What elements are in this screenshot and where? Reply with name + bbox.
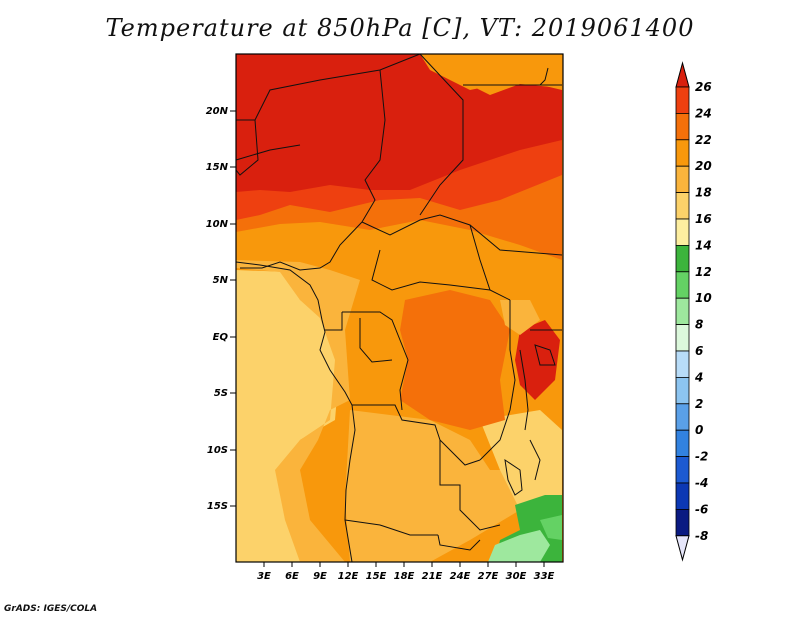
lake-malawi (529, 439, 541, 481)
colorbar-label: 2 (695, 397, 703, 411)
lat-label: 15S (207, 501, 228, 512)
border-line (342, 311, 409, 411)
coast-line (539, 67, 549, 86)
lon-label: 15E (366, 571, 387, 582)
border-line (361, 69, 386, 223)
colorbar-label: -8 (695, 529, 708, 543)
colorbar-label: 16 (695, 212, 712, 226)
field-west-18 (236, 260, 360, 562)
colorbar-label: 14 (695, 238, 712, 252)
lon-label: 12E (338, 571, 359, 582)
lat-label: 10N (206, 219, 229, 230)
lon-label: 24E (450, 571, 471, 582)
lon-label: 18E (394, 571, 415, 582)
field-southeast-10 (540, 515, 562, 540)
border-line (439, 440, 501, 531)
colorbar-label: -4 (695, 476, 708, 490)
colorbar-swatch (675, 403, 690, 431)
colorbar-swatch (675, 113, 690, 141)
colorbar-swatch (675, 165, 690, 193)
lake-shape (504, 458, 523, 496)
field-south-18 (345, 410, 520, 562)
border-line (437, 534, 481, 551)
colorbar-swatch (675, 297, 690, 326)
latitude-axis: 20N 15N 10N 5N EQ 5S 10S 15S (206, 106, 236, 512)
longitude-axis: 3E 6E 9E 12E 15E 18E 21E 24E 27E 30E 33E (257, 562, 555, 582)
border-line (469, 224, 511, 301)
coastline-west (235, 261, 356, 563)
border-line (479, 300, 516, 461)
colorbar-swatch (675, 271, 690, 299)
lon-label: 21E (422, 571, 443, 582)
lat-label: 5S (214, 388, 228, 399)
lon-label: 3E (257, 571, 271, 582)
border-line (361, 214, 563, 256)
border-line (235, 144, 301, 161)
lat-label: 20N (206, 106, 229, 117)
field-west-16 (236, 270, 340, 562)
lon-label: 9E (313, 571, 327, 582)
colorbar-label: 8 (695, 318, 703, 332)
border-line (240, 221, 363, 271)
colorbar-swatch (675, 244, 690, 273)
lon-label: 30E (506, 571, 527, 582)
border-line (344, 519, 438, 536)
colorbar-over-triangle (675, 61, 690, 88)
colorbar-label: 12 (695, 265, 712, 279)
border-line (236, 53, 421, 121)
field-east-26 (515, 320, 560, 400)
colorbar-swatch (675, 86, 690, 114)
country-borders (235, 53, 563, 563)
colorbar-under-triangle (675, 535, 690, 562)
colorbar-label: 0 (695, 423, 703, 437)
colorbar-label: 24 (695, 106, 712, 120)
lat-label: 10S (207, 445, 228, 456)
lon-label: 27E (478, 571, 499, 582)
colorbar-label: 26 (695, 80, 712, 94)
colorbar-swatch (675, 429, 690, 458)
lat-label: EQ (213, 332, 229, 343)
colorbar-swatch (675, 482, 690, 510)
field-central-22 (400, 290, 510, 430)
colorbar-label: 18 (695, 186, 712, 200)
colorbar-swatch (675, 324, 690, 352)
colorbar-swatch (675, 508, 690, 537)
colorbar-swatch (675, 456, 690, 484)
border-line (352, 404, 481, 466)
border-line (419, 53, 464, 216)
colorbar-swatch (675, 350, 690, 378)
field-southeast-16 (480, 410, 562, 510)
border-line (235, 119, 259, 176)
colorbar-label: 4 (694, 370, 703, 384)
lake-tanganyika (519, 349, 529, 431)
map-title: Temperature at 850hPa [C], VT: 201906140… (105, 14, 695, 42)
temperature-field (236, 54, 563, 562)
border-line (359, 318, 393, 363)
border-line (371, 249, 491, 291)
colorbar-swatch (675, 218, 690, 246)
lon-label: 33E (534, 571, 555, 582)
colorbar-label: 22 (695, 133, 712, 147)
grads-credit: GrADS: IGES/COLA (4, 604, 98, 614)
colorbar-label: 6 (695, 344, 703, 358)
colorbar-swatch (675, 192, 690, 220)
lat-label: 5N (213, 275, 229, 286)
colorbar-label: -2 (695, 450, 708, 464)
colorbar-label: 20 (695, 159, 712, 173)
lake-victoria (534, 344, 556, 366)
colorbar-label: 10 (695, 291, 712, 305)
colorbar-swatch (675, 139, 690, 167)
colorbar-label: -6 (695, 502, 708, 516)
map-frame (235, 53, 564, 563)
field-southeast-8 (488, 530, 550, 562)
lat-label: 15N (206, 162, 229, 173)
border-line (325, 312, 343, 331)
colorbar-swatch (675, 376, 690, 405)
lon-label: 6E (285, 571, 299, 582)
